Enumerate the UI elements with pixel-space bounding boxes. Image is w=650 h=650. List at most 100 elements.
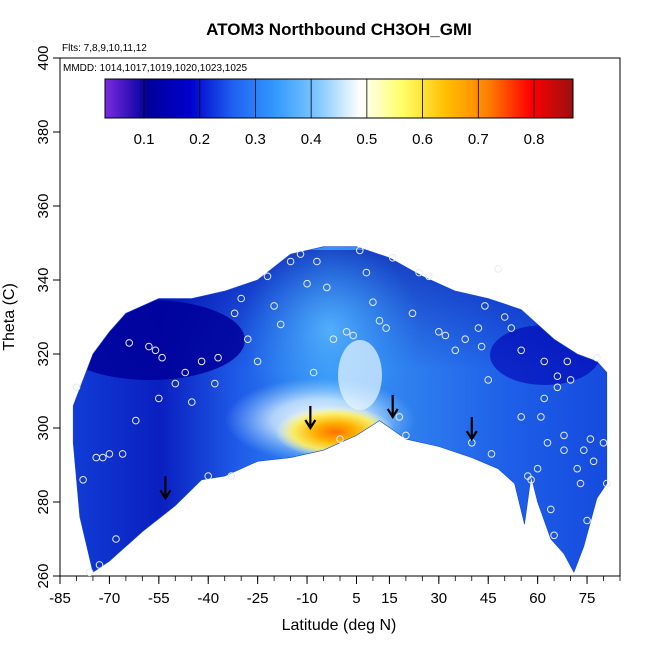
observation-point [375, 316, 384, 325]
observation-point [188, 398, 196, 406]
colorbar-tick-label: 0.6 [412, 131, 433, 148]
arrow-marker [304, 406, 317, 431]
x-axis: -85 -70 -55 -40 -25 -10 5 15 30 45 60 75 [49, 576, 621, 607]
colorbar-tick-label: 0.2 [189, 131, 210, 148]
observation-point [451, 346, 460, 355]
arrow-marker [386, 394, 399, 419]
observation-points [72, 246, 611, 577]
observation-point [253, 357, 262, 366]
observation-point [540, 394, 549, 403]
observation-point [461, 335, 470, 344]
observation-point [553, 372, 562, 381]
observation-point [560, 431, 568, 440]
observation-point [543, 439, 552, 447]
observation-point [230, 309, 239, 318]
observation-point [237, 294, 245, 303]
arrow-marker [159, 476, 172, 501]
observation-point [593, 353, 601, 362]
observation-point [72, 383, 81, 392]
colorbar-bar [104, 78, 574, 119]
y-tick-label: 400 [35, 45, 52, 70]
observation-point [517, 346, 526, 355]
y-tick-label: 320 [35, 341, 52, 366]
observation-point [145, 342, 153, 351]
x-tick-label: -55 [148, 590, 170, 607]
observation-point [586, 435, 595, 443]
observation-point [500, 313, 509, 321]
observation-point [474, 324, 483, 332]
observation-point [362, 268, 371, 277]
observation-point [527, 476, 535, 484]
observation-point [155, 394, 163, 403]
observation-point [382, 324, 390, 332]
dark-region-right [490, 325, 600, 385]
observation-point [197, 357, 206, 366]
observation-point [303, 279, 311, 288]
colorbar-tick-label: 0.4 [301, 131, 322, 148]
observation-point [329, 335, 338, 344]
colorbar-tick-label: 0.8 [524, 131, 545, 148]
observation-point [589, 457, 598, 466]
observation-point [214, 353, 222, 362]
observation-point [181, 368, 189, 377]
colorbar-tick-label: 0.5 [356, 131, 377, 148]
observation-point [550, 531, 558, 540]
x-tick-label: -40 [197, 590, 219, 607]
observation-point [336, 435, 344, 443]
observation-point [599, 439, 608, 447]
y-tick-label: 260 [35, 563, 52, 588]
observation-point [204, 472, 212, 480]
y-axis: 260 280 300 320 340 360 380 400 [35, 45, 60, 589]
y-tick-label: 380 [35, 119, 52, 144]
flights-subtitle: Flts: 7,8,9,10,11,12 [62, 43, 147, 54]
x-tick-label: 15 [381, 590, 398, 607]
observation-point [415, 268, 423, 277]
observation-point [309, 368, 318, 377]
observation-point [540, 357, 549, 366]
observation-point [566, 376, 575, 384]
x-tick-label: -25 [247, 590, 269, 607]
observation-point [408, 309, 417, 318]
observation-point [79, 476, 87, 484]
observation-point [425, 272, 433, 281]
observation-point [533, 464, 542, 473]
observation-point [494, 265, 502, 273]
observation-point [105, 450, 114, 458]
observation-point [603, 479, 611, 488]
observation-point [484, 376, 493, 384]
observation-point [441, 331, 450, 340]
x-tick-label: -85 [49, 590, 71, 607]
y-tick-label: 300 [35, 415, 52, 440]
observation-point [323, 283, 331, 292]
chart-title: ATOM3 Northbound CH3OH_GMI [206, 20, 472, 39]
white-streak [338, 340, 382, 410]
x-tick-label: -70 [99, 590, 121, 607]
arrows [159, 394, 478, 501]
observation-point [276, 320, 285, 329]
y-tick-label: 280 [35, 489, 52, 514]
observation-point [95, 561, 104, 569]
field-outline [72, 246, 608, 574]
colorbar-tick-label: 0.7 [468, 131, 489, 148]
observation-point [402, 431, 410, 440]
observation-point [553, 383, 562, 392]
observation-point [583, 516, 591, 525]
observation-point [477, 342, 486, 351]
y-axis-label: Theta (C) [1, 283, 18, 351]
y-tick-label: 360 [35, 193, 52, 218]
observation-point [313, 257, 321, 266]
observation-point [388, 253, 397, 262]
observation-point [171, 379, 180, 388]
observation-point [342, 328, 351, 336]
observation-point [576, 479, 585, 488]
observation-point [507, 324, 516, 332]
observation-point [263, 272, 272, 281]
observation-point [547, 505, 555, 514]
observation-point [487, 450, 496, 458]
observation-point [99, 453, 107, 462]
observation-point [349, 331, 358, 340]
x-axis-label: Latitude (deg N) [282, 617, 397, 634]
observation-point [227, 472, 236, 480]
x-tick-label: 60 [529, 590, 546, 607]
